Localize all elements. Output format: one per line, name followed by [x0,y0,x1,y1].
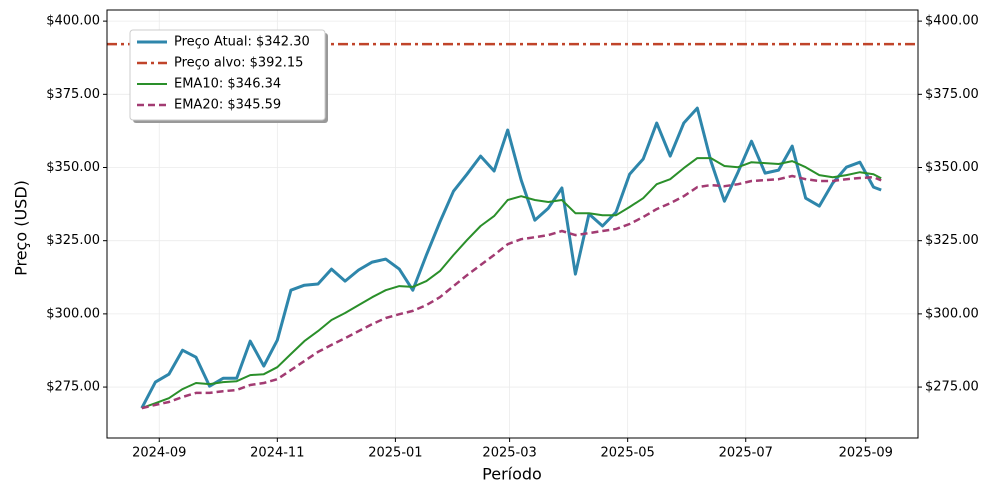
x-tick-label: 2025-07 [719,446,773,461]
y2-tick-label: $375.00 [925,87,979,102]
series-line [141,157,882,410]
x-tick-label: 2025-05 [601,446,655,461]
series-line [141,174,882,410]
y2-tick-label: $325.00 [925,233,979,248]
x-axis-label: Período [482,465,542,484]
y2-tick-label: $400.00 [925,14,979,29]
legend-label: Preço Atual: $342.30 [174,35,310,50]
legend-label: EMA10: $346.34 [174,77,281,92]
y2-tick-label: $300.00 [925,306,979,321]
y-tick-label: $325.00 [46,233,100,248]
series-line [140,106,882,409]
y-tick-label: $300.00 [46,306,100,321]
y-tick-label: $275.00 [46,380,100,395]
y-tick-label: $350.00 [46,160,100,175]
legend-label: Preço alvo: $392.15 [174,56,303,71]
plot-frame [106,9,919,439]
x-tick-label: 2024-09 [132,446,186,461]
y2-tick-label: $350.00 [925,160,979,175]
y2-tick-label: $275.00 [925,380,979,395]
x-tick-label: 2025-09 [839,446,893,461]
x-tick-label: 2025-03 [482,446,536,461]
y-tick-label: $400.00 [46,14,100,29]
x-tick-label: 2024-11 [250,446,304,461]
y-tick-label: $375.00 [46,87,100,102]
legend-box [129,29,326,121]
x-tick-label: 2025-01 [368,446,422,461]
y-axis-label: Preço (USD) [12,180,31,276]
legend-label: EMA20: $345.59 [174,98,281,113]
